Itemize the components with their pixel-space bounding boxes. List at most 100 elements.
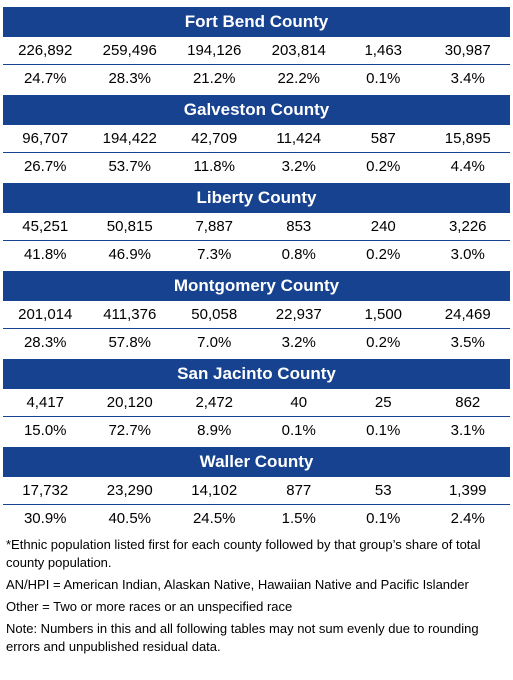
count-cell: 4,417 <box>26 394 65 411</box>
county-block-galveston: Galveston County 96,707 194,422 42,709 1… <box>3 95 510 180</box>
share-cell: 7.0% <box>197 334 232 351</box>
count-cell: 226,892 <box>18 42 73 59</box>
count-cell: 15,895 <box>444 130 491 147</box>
count-cell: 259,496 <box>102 42 157 59</box>
count-row: 45,251 50,815 7,887 853 240 3,226 <box>3 213 510 241</box>
footnote-rounding: Note: Numbers in this and all following … <box>6 621 479 654</box>
count-row: 201,014 411,376 50,058 22,937 1,500 24,4… <box>3 301 510 329</box>
share-cell: 0.1% <box>366 422 401 439</box>
share-cell: 40.5% <box>108 510 152 527</box>
share-cell: 0.2% <box>366 334 401 351</box>
count-cell: 96,707 <box>22 130 69 147</box>
share-cell: 24.7% <box>23 70 67 87</box>
county-block-waller: Waller County 17,732 23,290 14,102 877 5… <box>3 447 510 532</box>
share-cell: 41.8% <box>23 246 67 263</box>
share-cell: 22.2% <box>277 70 321 87</box>
share-cell: 24.5% <box>192 510 236 527</box>
share-cell: 53.7% <box>108 158 152 175</box>
count-cell: 1,463 <box>364 42 403 59</box>
share-cell: 3.0% <box>450 246 485 263</box>
share-cell: 3.2% <box>281 334 316 351</box>
count-cell: 50,058 <box>191 306 238 323</box>
count-cell: 1,500 <box>364 306 403 323</box>
count-cell: 853 <box>286 218 312 235</box>
count-cell: 11,424 <box>276 130 322 147</box>
share-cell: 3.5% <box>450 334 485 351</box>
share-cell: 8.9% <box>197 422 232 439</box>
county-header: Liberty County <box>3 183 510 213</box>
share-cell: 11.8% <box>193 158 235 175</box>
count-cell: 53 <box>374 482 392 499</box>
share-row: 41.8% 46.9% 7.3% 0.8% 0.2% 3.0% <box>3 241 510 268</box>
count-row: 96,707 194,422 42,709 11,424 587 15,895 <box>3 125 510 153</box>
count-cell: 42,709 <box>191 130 238 147</box>
count-cell: 7,887 <box>195 218 234 235</box>
count-row: 226,892 259,496 194,126 203,814 1,463 30… <box>3 37 510 65</box>
count-cell: 194,126 <box>187 42 242 59</box>
share-row: 28.3% 57.8% 7.0% 3.2% 0.2% 3.5% <box>3 329 510 356</box>
share-cell: 72.7% <box>108 422 152 439</box>
count-cell: 14,102 <box>191 482 238 499</box>
count-cell: 3,226 <box>448 218 487 235</box>
footnote-other: Other = Two or more races or an unspecif… <box>6 599 293 614</box>
share-cell: 21.2% <box>192 70 236 87</box>
share-cell: 2.4% <box>450 510 485 527</box>
share-row: 26.7% 53.7% 11.8% 3.2% 0.2% 4.4% <box>3 153 510 180</box>
count-row: 4,417 20,120 2,472 40 25 862 <box>3 389 510 417</box>
count-cell: 411,376 <box>103 306 157 323</box>
county-header: Galveston County <box>3 95 510 125</box>
share-cell: 28.3% <box>23 334 67 351</box>
county-block-montgomery: Montgomery County 201,014 411,376 50,058… <box>3 271 510 356</box>
county-header: Fort Bend County <box>3 7 510 37</box>
count-cell: 45,251 <box>22 218 69 235</box>
share-cell: 26.7% <box>23 158 67 175</box>
count-cell: 1,399 <box>448 482 487 499</box>
share-row: 30.9% 40.5% 24.5% 1.5% 0.1% 2.4% <box>3 505 510 532</box>
count-cell: 587 <box>370 130 396 147</box>
footnotes: *Ethnic population listed first for each… <box>6 536 506 660</box>
share-cell: 57.8% <box>108 334 152 351</box>
share-cell: 30.9% <box>23 510 67 527</box>
county-header: Montgomery County <box>3 271 510 301</box>
share-cell: 46.9% <box>108 246 152 263</box>
share-cell: 0.1% <box>366 510 401 527</box>
count-cell: 877 <box>286 482 312 499</box>
count-cell: 50,815 <box>106 218 153 235</box>
share-cell: 0.8% <box>281 246 316 263</box>
count-cell: 194,422 <box>102 130 157 147</box>
county-header: Waller County <box>3 447 510 477</box>
share-cell: 0.1% <box>281 422 316 439</box>
count-cell: 201,014 <box>18 306 73 323</box>
count-cell: 24,469 <box>444 306 491 323</box>
count-cell: 17,732 <box>22 482 69 499</box>
share-cell: 28.3% <box>108 70 152 87</box>
count-cell: 2,472 <box>195 394 234 411</box>
share-cell: 1.5% <box>281 510 316 527</box>
count-cell: 203,814 <box>271 42 326 59</box>
county-block-san-jacinto: San Jacinto County 4,417 20,120 2,472 40… <box>3 359 510 444</box>
county-block-liberty: Liberty County 45,251 50,815 7,887 853 2… <box>3 183 510 268</box>
count-cell: 23,290 <box>106 482 153 499</box>
footnote-ethnic-share: *Ethnic population listed first for each… <box>6 537 481 570</box>
count-cell: 20,120 <box>106 394 153 411</box>
share-cell: 3.1% <box>450 422 485 439</box>
share-cell: 4.4% <box>450 158 485 175</box>
count-cell: 22,937 <box>275 306 322 323</box>
count-row: 17,732 23,290 14,102 877 53 1,399 <box>3 477 510 505</box>
count-cell: 240 <box>370 218 396 235</box>
count-cell: 862 <box>455 394 481 411</box>
share-cell: 0.2% <box>366 246 401 263</box>
share-row: 15.0% 72.7% 8.9% 0.1% 0.1% 3.1% <box>3 417 510 444</box>
share-cell: 15.0% <box>23 422 67 439</box>
share-cell: 3.2% <box>281 158 316 175</box>
count-cell: 40 <box>290 394 308 411</box>
count-cell: 30,987 <box>444 42 491 59</box>
share-row: 24.7% 28.3% 21.2% 22.2% 0.1% 3.4% <box>3 65 510 92</box>
share-cell: 0.1% <box>366 70 401 87</box>
share-cell: 7.3% <box>197 246 232 263</box>
county-block-fort-bend: Fort Bend County 226,892 259,496 194,126… <box>3 7 510 92</box>
count-cell: 25 <box>374 394 392 411</box>
county-header: San Jacinto County <box>3 359 510 389</box>
share-cell: 0.2% <box>366 158 401 175</box>
